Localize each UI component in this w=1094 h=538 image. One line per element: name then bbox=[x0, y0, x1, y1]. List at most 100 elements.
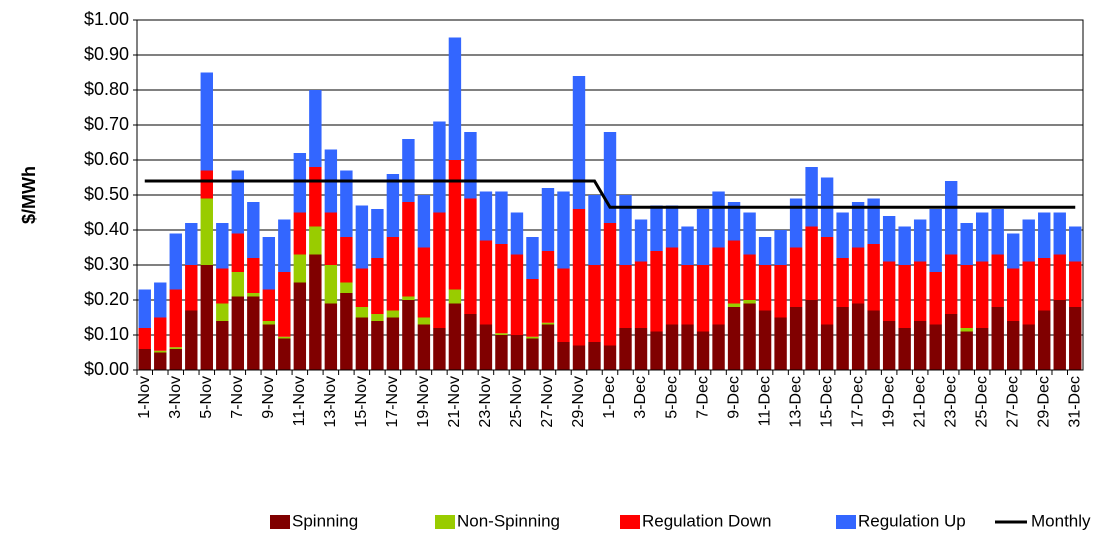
x-tick-label: 31-Dec bbox=[1066, 376, 1083, 428]
bar-segment bbox=[743, 303, 756, 370]
x-tick-label: 15-Nov bbox=[353, 376, 370, 428]
bar-segment bbox=[495, 335, 508, 370]
bar-segment bbox=[960, 265, 973, 328]
legend-swatch bbox=[270, 515, 290, 529]
y-tick-label: $0.50 bbox=[84, 184, 129, 204]
bar-segment bbox=[510, 212, 524, 255]
bar-segment bbox=[727, 303, 741, 307]
bar-segment bbox=[324, 265, 338, 304]
y-tick-label: $0.70 bbox=[84, 114, 129, 134]
bar-segment bbox=[278, 219, 291, 272]
bar-segment bbox=[340, 170, 353, 237]
bar-segment bbox=[185, 265, 198, 311]
bar-segment bbox=[789, 307, 803, 370]
legend-label: Non-Spinning bbox=[457, 511, 560, 530]
bar-segment bbox=[1053, 212, 1066, 255]
x-tick-label: 17-Nov bbox=[384, 376, 401, 428]
y-tick-label: $0.90 bbox=[84, 44, 129, 64]
bar-segment bbox=[169, 349, 182, 370]
bar-segment bbox=[526, 338, 539, 370]
bar-segment bbox=[371, 258, 384, 314]
bar-segment bbox=[479, 324, 493, 370]
legend-swatch bbox=[620, 515, 640, 529]
bar-segment bbox=[851, 303, 865, 370]
bar-segment bbox=[464, 198, 477, 314]
bar-segment bbox=[278, 272, 291, 337]
bar-segment bbox=[309, 226, 322, 255]
bar-segment bbox=[1007, 268, 1020, 321]
bar-segment bbox=[774, 230, 787, 265]
bar-segment bbox=[557, 191, 570, 269]
bar-segment bbox=[402, 296, 415, 300]
bar-segment bbox=[588, 265, 601, 342]
bar-segment bbox=[820, 237, 834, 325]
bar-segment bbox=[169, 289, 182, 348]
bar-segment bbox=[495, 244, 508, 334]
bar-segment bbox=[991, 254, 1004, 307]
x-tick-label: 13-Nov bbox=[322, 376, 339, 428]
bar-segment bbox=[634, 219, 648, 262]
bar-segment bbox=[262, 324, 276, 370]
x-tick-label: 3-Nov bbox=[167, 376, 184, 419]
bar-segment bbox=[1069, 307, 1082, 370]
bar-segment bbox=[262, 321, 276, 325]
bar-segment bbox=[200, 198, 213, 265]
bar-segment bbox=[619, 195, 632, 265]
bar-segment bbox=[526, 336, 539, 339]
bar-segment bbox=[960, 223, 973, 265]
y-tick-label: $0.00 bbox=[84, 359, 129, 379]
x-tick-label: 5-Nov bbox=[198, 376, 215, 419]
bar-segment bbox=[386, 317, 400, 370]
bar-segment bbox=[789, 247, 803, 307]
bar-segment bbox=[417, 324, 431, 370]
bar-segment bbox=[324, 212, 338, 265]
bar-segment bbox=[309, 90, 322, 167]
bar-segment bbox=[154, 352, 167, 370]
bar-segment bbox=[758, 237, 772, 265]
x-tick-label: 25-Dec bbox=[973, 376, 990, 428]
bar-segment bbox=[975, 212, 989, 262]
bar-segment bbox=[634, 261, 648, 328]
bar-segment bbox=[898, 328, 911, 370]
bar-segment bbox=[603, 345, 617, 370]
bar-segment bbox=[309, 167, 322, 227]
bar-segment bbox=[200, 72, 213, 171]
bar-segment bbox=[541, 324, 555, 370]
bar-segment bbox=[448, 289, 462, 304]
bar-segment bbox=[774, 265, 787, 318]
bar-segment bbox=[665, 247, 679, 325]
legend-swatch bbox=[435, 515, 455, 529]
bar-segment bbox=[278, 336, 291, 339]
bar-segment bbox=[1053, 254, 1066, 300]
y-tick-label: $0.40 bbox=[84, 219, 129, 239]
bar-segment bbox=[1022, 261, 1035, 325]
bar-segment bbox=[433, 328, 446, 370]
bar-segment bbox=[588, 195, 601, 265]
bar-segment bbox=[340, 282, 353, 293]
x-tick-label: 19-Nov bbox=[415, 376, 432, 428]
bar-segment bbox=[975, 261, 989, 328]
y-axis-title: $/MWh bbox=[19, 166, 39, 224]
legend-label: Monthly Average bbox=[1031, 511, 1094, 530]
bar-segment bbox=[727, 202, 741, 241]
bar-segment bbox=[293, 254, 307, 283]
bar-segment bbox=[247, 258, 260, 293]
x-tick-label: 23-Nov bbox=[477, 376, 494, 428]
bar-segment bbox=[169, 233, 182, 290]
bar-segment bbox=[247, 296, 260, 370]
bar-segment bbox=[247, 202, 260, 258]
bar-segment bbox=[805, 167, 818, 227]
bar-segment bbox=[495, 333, 508, 335]
bar-segment bbox=[448, 303, 462, 370]
bar-segment bbox=[355, 268, 369, 307]
bar-segment bbox=[262, 289, 276, 321]
bar-segment bbox=[1069, 226, 1082, 262]
bar-segment bbox=[1038, 258, 1051, 311]
bar-segment bbox=[743, 212, 756, 255]
bar-segment bbox=[541, 251, 555, 323]
bar-segment bbox=[696, 331, 710, 370]
x-tick-label: 7-Dec bbox=[694, 376, 711, 419]
bar-segment bbox=[1007, 233, 1020, 269]
bar-segment bbox=[944, 181, 958, 255]
